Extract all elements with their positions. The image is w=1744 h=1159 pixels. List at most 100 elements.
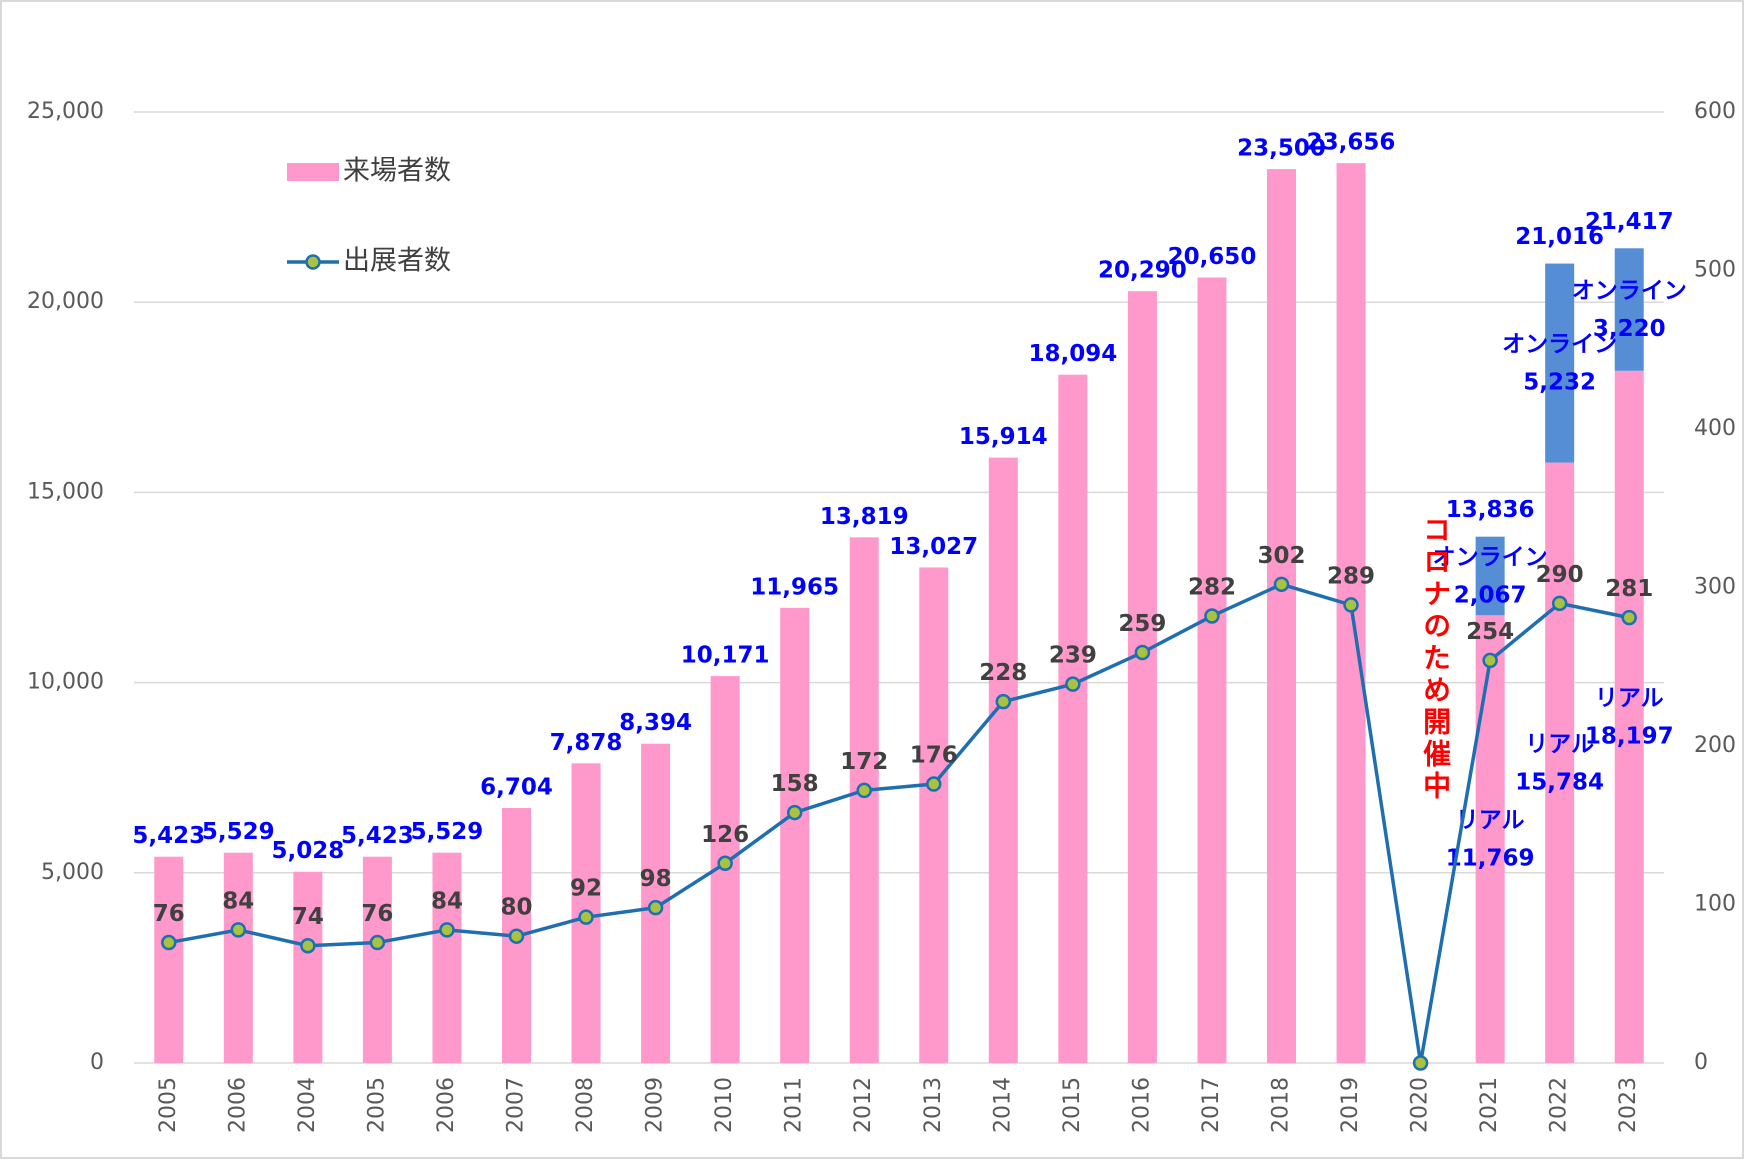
data-label: 15,914: [959, 424, 1048, 450]
data-label: 8,394: [619, 710, 692, 736]
annotation: コロナのため開催中: [1419, 515, 1452, 803]
line-data-label: 254: [1466, 619, 1514, 645]
x-tick-label: 2023: [1616, 1077, 1641, 1133]
line-data-label: 290: [1536, 562, 1584, 588]
line-data-label: 289: [1327, 563, 1375, 589]
legend-label: 来場者数: [343, 156, 451, 187]
line-marker: [1551, 595, 1568, 612]
y2-tick-label: 0: [1694, 1050, 1708, 1075]
bar: [1545, 263, 1575, 463]
line-data-label: 74: [292, 904, 324, 930]
data-label: 6,704: [480, 774, 553, 800]
line-marker: [1273, 576, 1290, 593]
y2-tick-label: 600: [1694, 99, 1736, 124]
line-data-label: 92: [570, 876, 602, 902]
bar: [1058, 374, 1088, 1064]
y-tick-label: 20,000: [27, 289, 104, 314]
bar: [293, 871, 323, 1063]
bar: [988, 457, 1018, 1063]
x-tick-label: 2022: [1547, 1077, 1572, 1133]
line-data-label: 158: [771, 771, 819, 797]
data-label: 23,500: [1237, 136, 1326, 162]
bar: [1614, 248, 1644, 371]
data-label: 23,656: [1307, 130, 1396, 156]
data-label: 5,423: [341, 823, 414, 849]
x-tick-label: 2013: [921, 1077, 946, 1133]
line-marker: [1343, 597, 1359, 613]
x-tick-label: 2021: [1477, 1077, 1502, 1133]
line-data-label: 259: [1118, 611, 1166, 637]
bar: [1475, 536, 1505, 616]
line-data-label: 84: [222, 888, 254, 914]
x-tick-label: 2017: [1199, 1077, 1224, 1133]
line-marker: [1065, 676, 1081, 692]
line-marker: [369, 934, 386, 951]
line-marker: [1134, 644, 1151, 661]
line-marker: [508, 928, 525, 944]
bar: [1127, 291, 1157, 1063]
y-tick-label: 5,000: [41, 860, 104, 885]
y2-tick-label: 400: [1694, 416, 1736, 441]
legend-swatch: [287, 163, 339, 181]
x-tick-label: 2005: [156, 1077, 181, 1133]
data-label: 7,878: [550, 730, 623, 756]
y-tick-label: 15,000: [27, 479, 104, 504]
segment-name: オンライン: [1433, 544, 1548, 570]
line-data-label: 228: [979, 660, 1027, 686]
x-tick-label: 2004: [295, 1077, 320, 1133]
x-tick-label: 2014: [990, 1077, 1015, 1133]
y2-tick-label: 300: [1694, 575, 1736, 600]
bar: [432, 852, 462, 1063]
x-tick-label: 2008: [573, 1077, 598, 1133]
data-label: 13,819: [820, 504, 909, 530]
segment-name: リアル: [1456, 808, 1525, 834]
x-tick-label: 2018: [1269, 1077, 1294, 1133]
segment-name: オンライン: [1502, 332, 1617, 358]
bar: [1475, 615, 1505, 1063]
bar: [849, 537, 879, 1063]
x-tick-label: 2005: [364, 1077, 389, 1133]
x-tick-label: 2011: [782, 1077, 807, 1133]
segment-name: オンライン: [1572, 278, 1687, 304]
line-data-label: 239: [1049, 643, 1097, 669]
line-marker: [1204, 608, 1220, 624]
data-label: 2,067: [1454, 582, 1527, 608]
x-tick-label: 2020: [1408, 1077, 1433, 1133]
data-label: 11,965: [750, 574, 839, 600]
line-marker: [926, 776, 942, 792]
total-label: 21,016: [1515, 224, 1604, 250]
line-marker: [786, 804, 803, 821]
x-tick-label: 2016: [1129, 1077, 1154, 1133]
total-label: 13,836: [1446, 497, 1535, 523]
x-tick-label: 2006: [225, 1077, 250, 1133]
line-data-label: 126: [701, 822, 749, 848]
x-tick-label: 2019: [1338, 1077, 1363, 1133]
x-tick-label: 2007: [504, 1077, 529, 1133]
line-marker: [161, 934, 177, 951]
x-tick-label: 2010: [712, 1077, 737, 1133]
legend-label: 出展者数: [343, 246, 451, 277]
x-tick-label: 2012: [851, 1077, 876, 1133]
data-label: 10,171: [681, 643, 770, 669]
y2-tick-label: 200: [1694, 733, 1736, 758]
line-data-label: 176: [910, 743, 958, 769]
data-label: 15,784: [1515, 769, 1604, 795]
line-marker: [230, 922, 247, 938]
line-data-label: 84: [431, 888, 463, 914]
line-marker: [1621, 609, 1637, 626]
bar: [780, 607, 810, 1063]
bar: [1197, 277, 1227, 1063]
legend-marker: [305, 254, 321, 270]
bar: [1545, 462, 1575, 1063]
data-label: 5,028: [271, 838, 344, 864]
line-marker: [717, 855, 733, 872]
x-tick-label: 2009: [643, 1077, 668, 1133]
data-label: 20,290: [1098, 258, 1187, 284]
data-label: 20,650: [1168, 244, 1257, 270]
data-label: 5,423: [132, 823, 205, 849]
x-tick-label: 2006: [434, 1077, 459, 1133]
x-tick-label: 2015: [1060, 1077, 1085, 1133]
line-data-label: 76: [361, 901, 393, 927]
y-tick-label: 10,000: [27, 670, 104, 695]
